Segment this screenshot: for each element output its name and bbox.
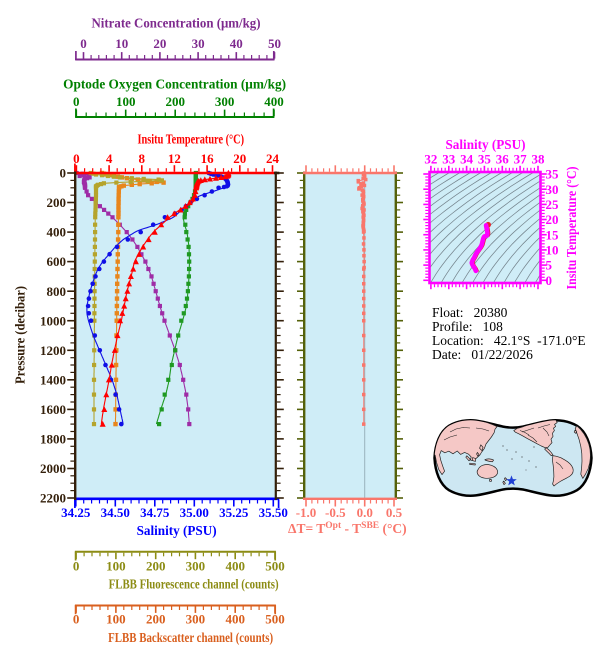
svg-text:Insitu Temperature (°C): Insitu Temperature (°C)	[138, 132, 245, 147]
svg-text:12: 12	[168, 151, 181, 166]
svg-text:5: 5	[546, 258, 553, 273]
svg-text:2000: 2000	[40, 461, 66, 476]
svg-text:0: 0	[546, 273, 553, 288]
svg-text:0: 0	[73, 151, 80, 166]
svg-text:20: 20	[233, 151, 246, 166]
svg-text:35: 35	[546, 167, 560, 182]
svg-text:16: 16	[201, 151, 215, 166]
svg-text:33: 33	[442, 152, 456, 167]
svg-text:35: 35	[478, 152, 492, 167]
svg-text:34.25: 34.25	[61, 505, 91, 520]
svg-text:1600: 1600	[40, 402, 66, 417]
svg-text:34: 34	[460, 152, 474, 167]
svg-text:Salinity (PSU): Salinity (PSU)	[446, 137, 526, 152]
svg-text:200: 200	[146, 559, 166, 574]
svg-text:Nitrate Concentration (μm/kg): Nitrate Concentration (μm/kg)	[92, 16, 261, 31]
svg-text:Pressure (decibar): Pressure (decibar)	[13, 286, 28, 384]
svg-text:Date: 01/22/2026: Date: 01/22/2026	[432, 347, 533, 362]
svg-text:0: 0	[73, 94, 80, 109]
svg-text:200: 200	[47, 195, 67, 210]
svg-text:-0.5: -0.5	[325, 505, 346, 520]
svg-text:1200: 1200	[40, 343, 66, 358]
svg-text:400: 400	[264, 94, 284, 109]
svg-text:300: 300	[215, 94, 235, 109]
svg-text:1800: 1800	[40, 432, 66, 447]
svg-text:40: 40	[230, 36, 243, 51]
svg-text:34.50: 34.50	[101, 505, 130, 520]
svg-text:35.00: 35.00	[180, 505, 209, 520]
svg-text:10: 10	[546, 243, 559, 258]
svg-text:35.25: 35.25	[219, 505, 249, 520]
svg-text:15: 15	[546, 227, 560, 242]
svg-text:50: 50	[268, 36, 281, 51]
svg-text:30: 30	[546, 182, 559, 197]
svg-text:0.5: 0.5	[386, 505, 403, 520]
svg-text:500: 500	[265, 559, 285, 574]
svg-text:Insitu Temperature (°C): Insitu Temperature (°C)	[564, 167, 579, 290]
svg-text:0: 0	[73, 612, 80, 627]
svg-text:2200: 2200	[40, 491, 66, 506]
svg-text:Profile: 108: Profile: 108	[432, 319, 503, 334]
svg-text:-1.0: -1.0	[296, 505, 317, 520]
svg-text:20: 20	[546, 212, 559, 227]
svg-text:Salinity (PSU): Salinity (PSU)	[137, 523, 217, 538]
svg-text:30: 30	[192, 36, 205, 51]
svg-text:400: 400	[225, 559, 245, 574]
svg-text:300: 300	[186, 559, 206, 574]
svg-text:32: 32	[424, 152, 437, 167]
svg-text:38: 38	[532, 152, 546, 167]
svg-text:FLBB Backscatter channel (coun: FLBB Backscatter channel (counts)	[108, 630, 273, 645]
svg-text:34.75: 34.75	[140, 505, 170, 520]
svg-text:0: 0	[73, 559, 80, 574]
svg-text:100: 100	[116, 94, 136, 109]
svg-text:200: 200	[146, 612, 166, 627]
svg-text:24: 24	[266, 151, 280, 166]
svg-text:400: 400	[47, 225, 67, 240]
svg-text:800: 800	[47, 284, 67, 299]
svg-text:600: 600	[47, 254, 67, 269]
svg-text:35.50: 35.50	[259, 505, 288, 520]
svg-text:0: 0	[60, 166, 67, 181]
svg-text:ΔT= TOpt - TSBE (°C): ΔT= TOpt - TSBE (°C)	[288, 521, 407, 536]
svg-text:100: 100	[106, 559, 126, 574]
svg-text:36: 36	[496, 152, 510, 167]
svg-text:100: 100	[106, 612, 126, 627]
svg-text:400: 400	[225, 612, 245, 627]
svg-text:1400: 1400	[40, 372, 66, 387]
svg-text:0: 0	[80, 36, 87, 51]
svg-text:Float: 20380: Float: 20380	[432, 305, 508, 320]
svg-text:FLBB Fluorescence channel (cou: FLBB Fluorescence channel (counts)	[109, 577, 279, 592]
svg-text:4: 4	[106, 151, 113, 166]
svg-text:200: 200	[165, 94, 185, 109]
svg-text:500: 500	[265, 612, 285, 627]
svg-text:0.0: 0.0	[357, 505, 373, 520]
svg-text:8: 8	[139, 151, 146, 166]
svg-text:25: 25	[546, 197, 560, 212]
svg-text:20: 20	[153, 36, 166, 51]
svg-text:10: 10	[115, 36, 128, 51]
svg-text:37: 37	[514, 152, 528, 167]
svg-text:1000: 1000	[40, 313, 66, 328]
svg-text:Location: 42.1°S -171.0°E: Location: 42.1°S -171.0°E	[432, 333, 586, 348]
svg-text:Optode Oxygen Concentration (μ: Optode Oxygen Concentration (μm/kg)	[63, 77, 286, 92]
svg-text:300: 300	[186, 612, 206, 627]
